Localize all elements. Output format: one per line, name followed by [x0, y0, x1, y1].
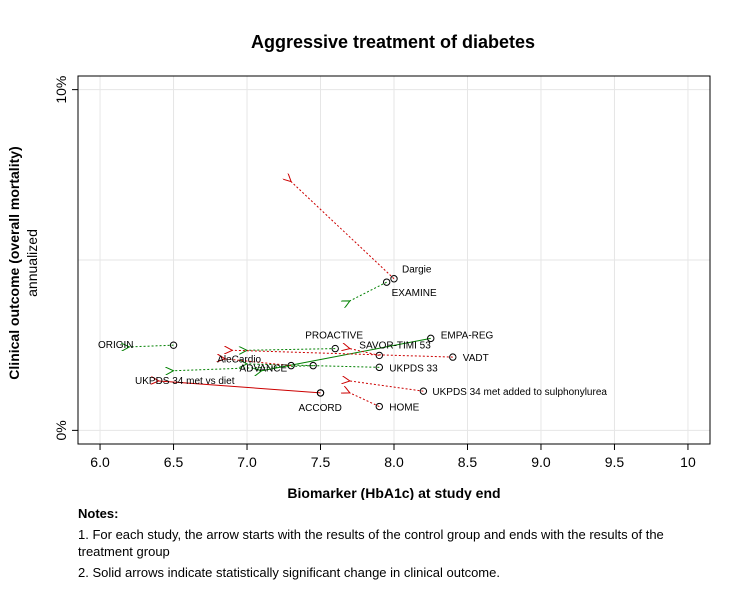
study-arrow [291, 182, 395, 280]
study-label: EXAMINE [392, 288, 437, 299]
control-point [316, 389, 325, 397]
study-ukpds-34-met-added-to-sulphonylurea: UKPDS 34 met added to sulphonylurea [350, 381, 607, 398]
x-tick-label: 10 [680, 454, 696, 470]
study-label: Dargie [402, 265, 432, 276]
study-advance: ADVANCE [174, 361, 317, 375]
study-alecardio: AleCardio [217, 355, 295, 370]
y-tick-label: 10% [53, 76, 69, 104]
x-axis: 6.0 6.5 7.0 7.5 8.0 8.5 9.0 9.5 10 [90, 444, 696, 470]
control-point [375, 363, 384, 372]
study-arrow [225, 359, 292, 367]
study-label: ADVANCE [240, 364, 288, 375]
y-axis-sublabel: annualized [24, 229, 40, 297]
study-label: EMPA-REG [441, 330, 494, 341]
study-arrow [350, 349, 380, 356]
study-vadt: VADT [232, 350, 489, 364]
study-savor-timi-53: SAVOR-TIMI 53 [350, 340, 431, 360]
study-arrow [174, 365, 314, 371]
study-arrow [247, 349, 336, 351]
x-tick-label: 7.0 [237, 454, 257, 470]
y-tick-label: 0% [53, 420, 69, 440]
x-tick-label: 6.0 [90, 454, 110, 470]
study-ukpds-33: UKPDS 33 [247, 363, 438, 374]
study-proactive: PROACTIVE [247, 331, 363, 352]
study-origin: ORIGIN [98, 340, 178, 351]
note-2: 2. Solid arrows indicate statistically s… [78, 565, 500, 580]
x-tick-label: 6.5 [164, 454, 184, 470]
notes: Notes: 1. For each study, the arrow star… [78, 505, 718, 585]
notes-heading: Notes: [78, 506, 119, 521]
control-point [169, 341, 178, 349]
study-label: UKPDS 33 [389, 363, 438, 374]
x-tick-label: 9.0 [531, 454, 551, 470]
control-point [375, 402, 384, 411]
study-arrow [350, 281, 387, 301]
study-home: HOME [350, 393, 420, 414]
study-label: VADT [463, 353, 489, 364]
note-1: 1. For each study, the arrow starts with… [78, 527, 664, 559]
study-arrow [350, 393, 380, 407]
study-label: ACCORD [299, 403, 342, 414]
x-tick-label: 8.5 [458, 454, 478, 470]
control-point [419, 387, 428, 395]
control-point [287, 361, 295, 370]
study-arrow [350, 381, 424, 392]
control-point [390, 275, 398, 283]
study-label: PROACTIVE [305, 331, 363, 342]
control-point [382, 278, 391, 286]
grid [78, 76, 710, 444]
control-point [375, 351, 384, 360]
study-label: AleCardio [217, 355, 261, 366]
control-point [449, 353, 457, 361]
x-axis-label: Biomarker (HbA1c) at study end [287, 485, 500, 500]
study-label: UKPDS 34 met vs diet [135, 376, 235, 387]
control-point [309, 361, 317, 370]
study-label: UKPDS 34 met added to sulphonylurea [432, 387, 607, 398]
study-ukpds-34-met-vs-diet: UKPDS 34 met vs diet [135, 376, 325, 397]
x-tick-label: 7.5 [311, 454, 331, 470]
control-point [331, 344, 339, 353]
chart: Aggressive treatment of diabetes 6.0 6.5 7… [6, 32, 711, 500]
x-tick-label: 8.0 [384, 454, 404, 470]
study-arrow [129, 345, 174, 347]
chart-title: Aggressive treatment of diabetes [251, 32, 535, 52]
study-accord: ACCORD [299, 389, 342, 414]
control-point [427, 334, 435, 343]
study-dargie: Dargie [291, 182, 432, 283]
study-arrow [232, 350, 453, 358]
y-axis-label: Clinical outcome (overall mortality) [6, 146, 22, 379]
study-label: HOME [389, 403, 419, 414]
y-axis: 0% 10% [53, 76, 78, 440]
study-label: ORIGIN [98, 340, 134, 351]
x-tick-label: 9.5 [605, 454, 625, 470]
study-arrows: Dargie EXAMINE PROACTIVE EMPA-REG SAVOR-TIMI… [98, 182, 607, 414]
study-examine: EXAMINE [350, 278, 437, 301]
study-arrow [159, 381, 321, 394]
study-label: SAVOR-TIMI 53 [359, 340, 431, 351]
